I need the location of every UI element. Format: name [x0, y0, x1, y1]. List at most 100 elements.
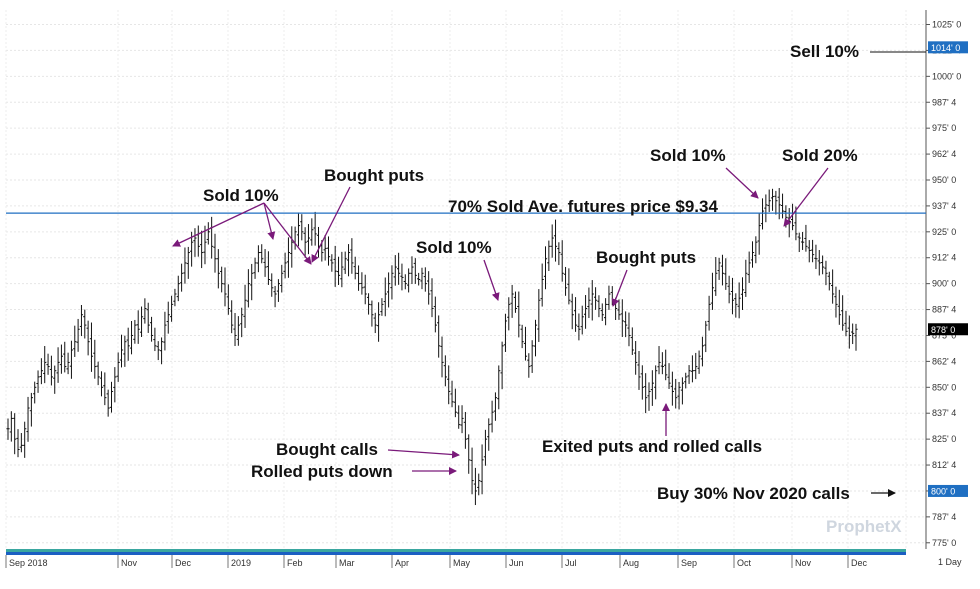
ohlc-bar — [166, 301, 170, 334]
ohlc-bar — [96, 361, 100, 386]
ohlc-bar — [587, 287, 591, 319]
ohlc-bar — [824, 260, 828, 286]
prophetx-watermark: ProphetX — [826, 517, 902, 536]
ohlc-bar — [43, 346, 47, 384]
ohlc-bar — [577, 313, 581, 341]
ohlc-bar — [583, 295, 588, 329]
ohlc-bar — [624, 311, 628, 338]
ohlc-bar — [750, 241, 755, 268]
ohlc-bar — [63, 341, 67, 373]
ohlc-bar — [89, 322, 94, 372]
ohlc-bar — [704, 320, 708, 353]
ohlc-bar — [173, 288, 177, 307]
ohlc-bar — [380, 298, 384, 316]
ohlc-bar — [163, 311, 167, 351]
ohlc-bar — [69, 340, 74, 379]
ohlc-bar — [66, 352, 70, 375]
ohlc-bar — [296, 212, 301, 247]
ohlc-bar — [350, 238, 354, 274]
y-axis: 775' 0 787' 4 800' 0 812' 4 825' 0 837' 4 850'… — [926, 20, 961, 548]
ohlc-bar — [777, 188, 781, 220]
annotation-sold-10-oct: Sold 10% — [650, 146, 726, 165]
ohlc-bar — [103, 372, 107, 406]
annotation-sold-10-dec: Sold 10% — [203, 186, 279, 205]
ohlc-bar — [210, 216, 214, 259]
ohlc-bar — [126, 327, 130, 361]
ohlc-bar — [443, 355, 447, 387]
ohlc-bar — [143, 298, 147, 324]
ohlc-bar — [306, 224, 311, 255]
ohlc-bar — [240, 307, 244, 338]
ohlc-bar — [537, 289, 541, 342]
ohlc-bar — [266, 251, 271, 285]
ohlc-bar — [119, 334, 124, 368]
ohlc-bar — [844, 310, 848, 337]
ohlc-bar — [263, 249, 267, 277]
ohlc-bar — [737, 282, 741, 319]
ohlc-bar — [520, 324, 524, 349]
arrow-sold-10-oct — [725, 167, 759, 199]
price-level-boxes: 1014' 0 878' 0 800' 0 — [928, 41, 968, 497]
ohlc-bar — [33, 381, 37, 404]
ohlc-bar — [363, 274, 367, 305]
ohlc-bar — [821, 255, 825, 275]
x-tick-label: Dec — [851, 558, 868, 568]
timeframe-label: 1 Day — [938, 557, 962, 567]
ohlc-bar — [16, 429, 20, 458]
ohlc-bar — [383, 277, 387, 317]
ohlc-bar — [146, 302, 150, 333]
arrow-bought-puts-jul — [611, 269, 628, 307]
ohlc-bar — [580, 305, 584, 335]
arrow-sold-10-dec-mid — [263, 202, 276, 240]
ohlc-bar — [123, 335, 127, 367]
ohlc-bar — [109, 381, 114, 413]
ohlc-bar — [654, 365, 658, 400]
y-tick-label: 900' 0 — [932, 279, 956, 289]
ohlc-bar — [637, 351, 641, 390]
y-tick-label: 787' 4 — [932, 512, 956, 522]
ohlc-bar — [563, 266, 568, 296]
ohlc-bar — [403, 274, 407, 290]
ohlc-bar — [99, 371, 104, 397]
x-tick-label: Jun — [509, 558, 524, 568]
x-tick-label: Sep — [681, 558, 697, 568]
annotation-average-price: 70% Sold Ave. futures price $9.34 — [448, 197, 718, 216]
ohlc-bar — [664, 349, 668, 381]
ohlc-bar — [36, 370, 40, 393]
ohlc-bar — [543, 246, 548, 290]
ohlc-bar — [470, 447, 474, 495]
x-axis-band-secondary — [6, 552, 906, 555]
ohlc-bar — [734, 293, 738, 318]
arrow-bought-calls — [387, 449, 460, 459]
ohlc-bar — [333, 245, 337, 287]
ohlc-bar — [86, 320, 90, 356]
y-tick-label: 812' 4 — [932, 460, 956, 470]
ohlc-bar — [253, 257, 257, 279]
ohlc-bar — [533, 319, 538, 357]
ohlc-bar — [156, 341, 160, 361]
ohlc-bar — [59, 344, 64, 374]
annotation-sold-10-may: Sold 10% — [416, 238, 492, 257]
y-tick-label: 1025' 0 — [932, 20, 961, 30]
ohlc-bar — [353, 256, 357, 280]
annotations: Sold 10% Bought puts 70% Sold Ave. futur… — [172, 42, 926, 503]
ohlc-bar — [19, 433, 23, 453]
ohlc-bar — [760, 198, 765, 230]
y-tick-label: 837' 4 — [932, 408, 956, 418]
ohlc-bar — [483, 429, 488, 466]
ohlc-bar — [507, 297, 511, 331]
ohlc-bar — [79, 304, 84, 337]
y-tick-label: 862' 4 — [932, 356, 956, 366]
ohlc-bar — [487, 418, 491, 451]
x-tick-label: Sep 2018 — [9, 558, 48, 568]
annotation-bought-puts-jul: Bought puts — [596, 248, 696, 267]
ohlc-bar — [176, 275, 180, 302]
price-level-box — [928, 323, 968, 336]
price-level-box — [928, 41, 968, 54]
ohlc-bar — [457, 405, 461, 429]
x-tick-label: Jul — [565, 558, 577, 568]
ohlc-bar — [800, 231, 805, 250]
ohlc-bar — [53, 365, 57, 394]
ohlc-bar — [243, 284, 247, 328]
ohlc-bar — [133, 319, 137, 344]
